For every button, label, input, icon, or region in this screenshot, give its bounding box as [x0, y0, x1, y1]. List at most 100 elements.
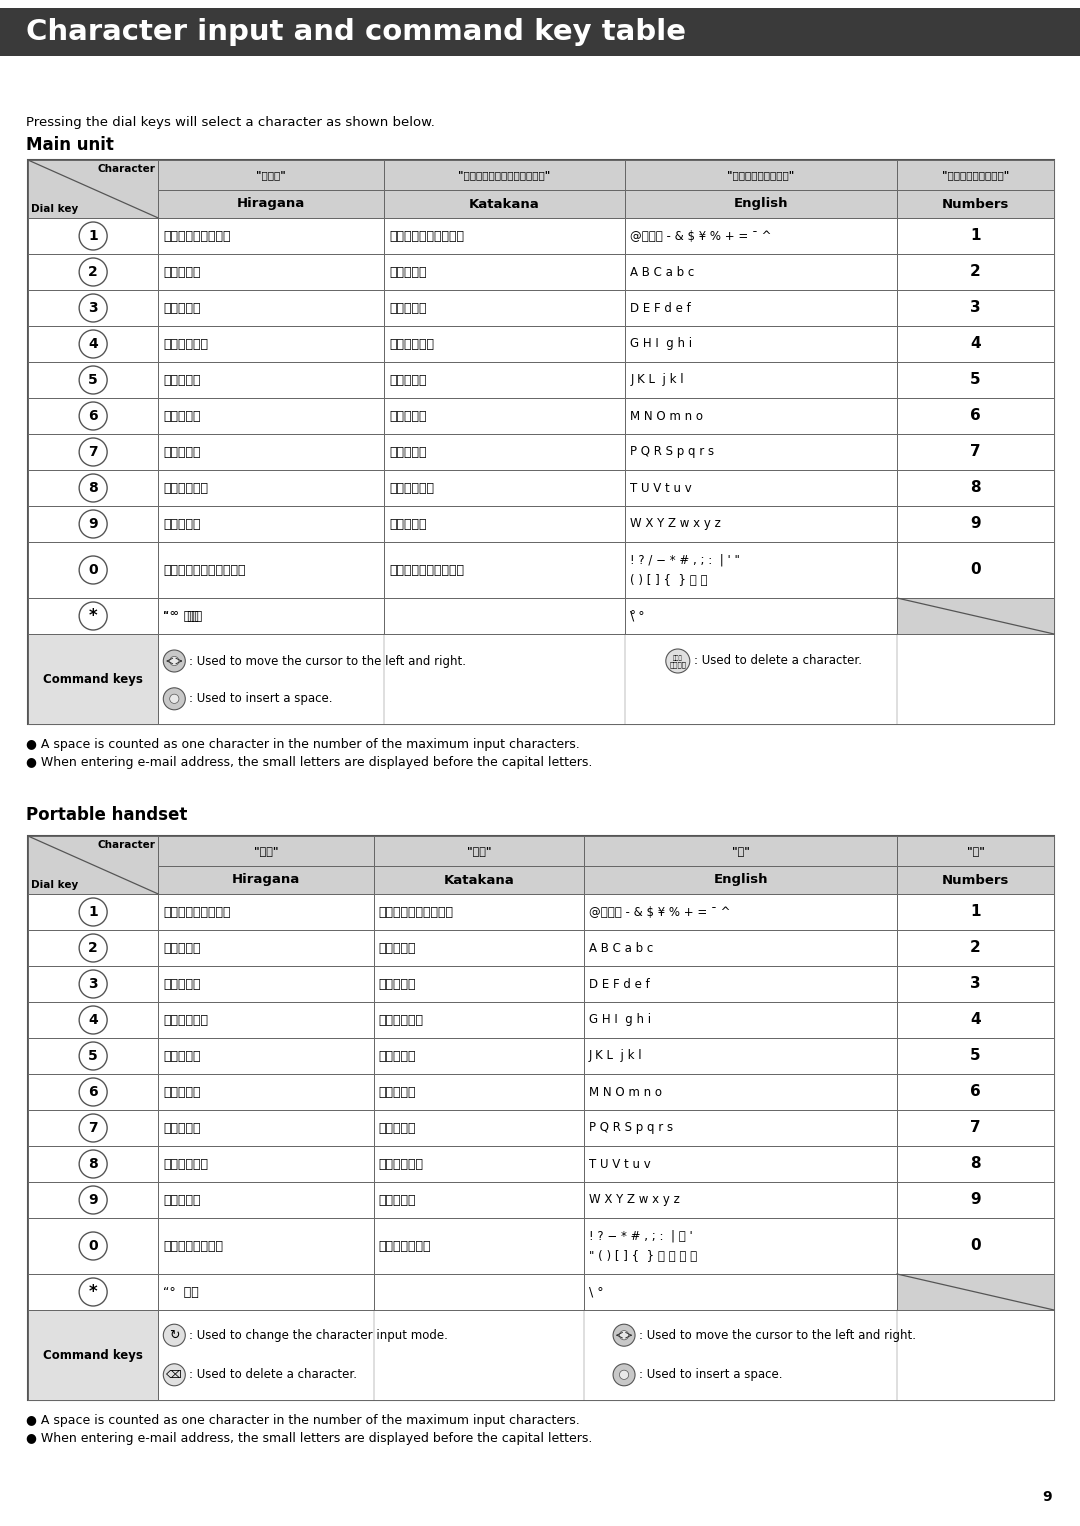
Bar	[28, 1218, 159, 1274]
Bar	[159, 362, 384, 398]
Bar	[28, 633, 159, 723]
Text: M N O m n o: M N O m n o	[630, 409, 703, 423]
Text: たちつてとっ: たちつてとっ	[163, 337, 208, 351]
Bar	[159, 1003, 374, 1038]
Text: : Used to insert a space.: : Used to insert a space.	[189, 693, 333, 705]
Text: 7: 7	[970, 444, 981, 459]
Bar	[374, 1038, 584, 1074]
Bar	[584, 865, 897, 894]
Bar	[28, 433, 159, 470]
Text: アイウエオァィゥェォ: アイウエオァィゥェォ	[389, 229, 464, 243]
Bar	[897, 894, 1054, 929]
Text: 5: 5	[89, 1048, 98, 1064]
Circle shape	[170, 694, 179, 703]
Bar	[584, 1183, 897, 1218]
Circle shape	[79, 971, 107, 998]
Bar	[897, 1146, 1054, 1183]
Bar	[374, 1218, 584, 1274]
Circle shape	[79, 934, 107, 961]
Bar	[28, 542, 159, 598]
Bar	[0, 8, 1080, 56]
Bar	[625, 362, 897, 398]
Text: 8: 8	[970, 1157, 981, 1172]
Bar	[159, 598, 384, 633]
Text: 3: 3	[970, 977, 981, 992]
Text: 7: 7	[89, 446, 98, 459]
Bar	[28, 836, 159, 894]
Text: 6: 6	[970, 409, 981, 424]
Bar	[159, 1309, 1054, 1399]
Bar	[374, 1146, 584, 1183]
Bar	[159, 327, 384, 362]
Text: Katakana: Katakana	[444, 873, 514, 887]
Bar	[159, 507, 384, 542]
Circle shape	[79, 601, 107, 630]
Text: ● A space is counted as one character in the number of the maximum input charact: ● A space is counted as one character in…	[26, 1415, 580, 1427]
Circle shape	[79, 1151, 107, 1178]
Bar	[159, 433, 384, 470]
Bar	[28, 362, 159, 398]
Text: はひふへほ: はひふへほ	[163, 1085, 201, 1099]
Circle shape	[79, 366, 107, 394]
Text: やゆよゃゅょ: やゆよゃゅょ	[163, 1158, 208, 1170]
Bar	[384, 191, 625, 218]
Bar	[897, 253, 1054, 290]
Text: “°  、。: “° 、。	[163, 609, 199, 623]
Text: T U V t u v: T U V t u v	[630, 482, 692, 494]
Bar	[897, 1074, 1054, 1109]
Text: まみむめも: まみむめも	[163, 446, 201, 458]
Text: 4: 4	[970, 1012, 981, 1027]
Circle shape	[79, 1006, 107, 1035]
Text: J K L  j k l: J K L j k l	[589, 1050, 643, 1062]
Text: サシスセソ: サシスセソ	[389, 302, 427, 314]
Bar	[159, 865, 374, 894]
Text: ハヒフヘホ: ハヒフヘホ	[389, 409, 427, 423]
Text: @．，＿ - & $ ¥ % + = ¯ ^: @．，＿ - & $ ¥ % + = ¯ ^	[589, 905, 730, 919]
Text: English: English	[713, 873, 768, 887]
Bar	[897, 160, 1054, 191]
Bar	[897, 598, 1054, 633]
Text: "半角カタカナ／全角カタカナ": "半角カタカナ／全角カタカナ"	[458, 169, 551, 180]
Text: あいうえおぁぃぇぉ: あいうえおぁぃぇぉ	[163, 905, 231, 919]
Text: 文字消: 文字消	[673, 655, 683, 661]
Text: 1: 1	[89, 905, 98, 919]
Text: タチツテトッ: タチツテトッ	[389, 337, 434, 351]
Text: "英": "英"	[731, 845, 750, 856]
Bar	[28, 1038, 159, 1074]
Text: ラリルレロ: ラリルレロ	[379, 1193, 416, 1207]
Bar	[159, 1109, 374, 1146]
Bar	[159, 894, 374, 929]
Bar	[897, 362, 1054, 398]
Text: ● A space is counted as one character in the number of the maximum input charact: ● A space is counted as one character in…	[26, 739, 580, 751]
Circle shape	[79, 221, 107, 250]
Bar	[159, 542, 384, 598]
Text: ↻: ↻	[170, 1329, 179, 1341]
Text: D E F d e f: D E F d e f	[589, 978, 650, 990]
Bar	[384, 470, 625, 507]
Text: G H I  g h i: G H I g h i	[589, 1013, 651, 1027]
Text: Command keys: Command keys	[43, 1349, 143, 1361]
Bar	[384, 542, 625, 598]
Text: : Used to delete a character.: : Used to delete a character.	[693, 655, 862, 667]
Circle shape	[170, 656, 179, 665]
Circle shape	[79, 897, 107, 926]
Bar	[384, 253, 625, 290]
Bar	[897, 470, 1054, 507]
Bar	[28, 966, 159, 1003]
Bar	[374, 894, 584, 929]
Text: P Q R S p q r s: P Q R S p q r s	[589, 1122, 673, 1134]
Text: "カナ": "カナ"	[467, 845, 491, 856]
Text: English: English	[733, 197, 788, 211]
Text: まみむめも: まみむめも	[163, 1122, 201, 1134]
Text: ワンー！？、。・「」: ワンー！？、。・「」	[389, 563, 464, 577]
Bar	[159, 1183, 374, 1218]
Bar	[625, 507, 897, 542]
Text: さしすせそ: さしすせそ	[163, 302, 201, 314]
Text: クリアー: クリアー	[670, 661, 686, 668]
Bar	[625, 598, 897, 633]
Text: “°  、。: “° 、。	[163, 1285, 199, 1299]
Text: P Q R S p q r s: P Q R S p q r s	[630, 446, 714, 458]
Bar	[584, 966, 897, 1003]
Bar	[374, 1074, 584, 1109]
Bar	[384, 218, 625, 253]
